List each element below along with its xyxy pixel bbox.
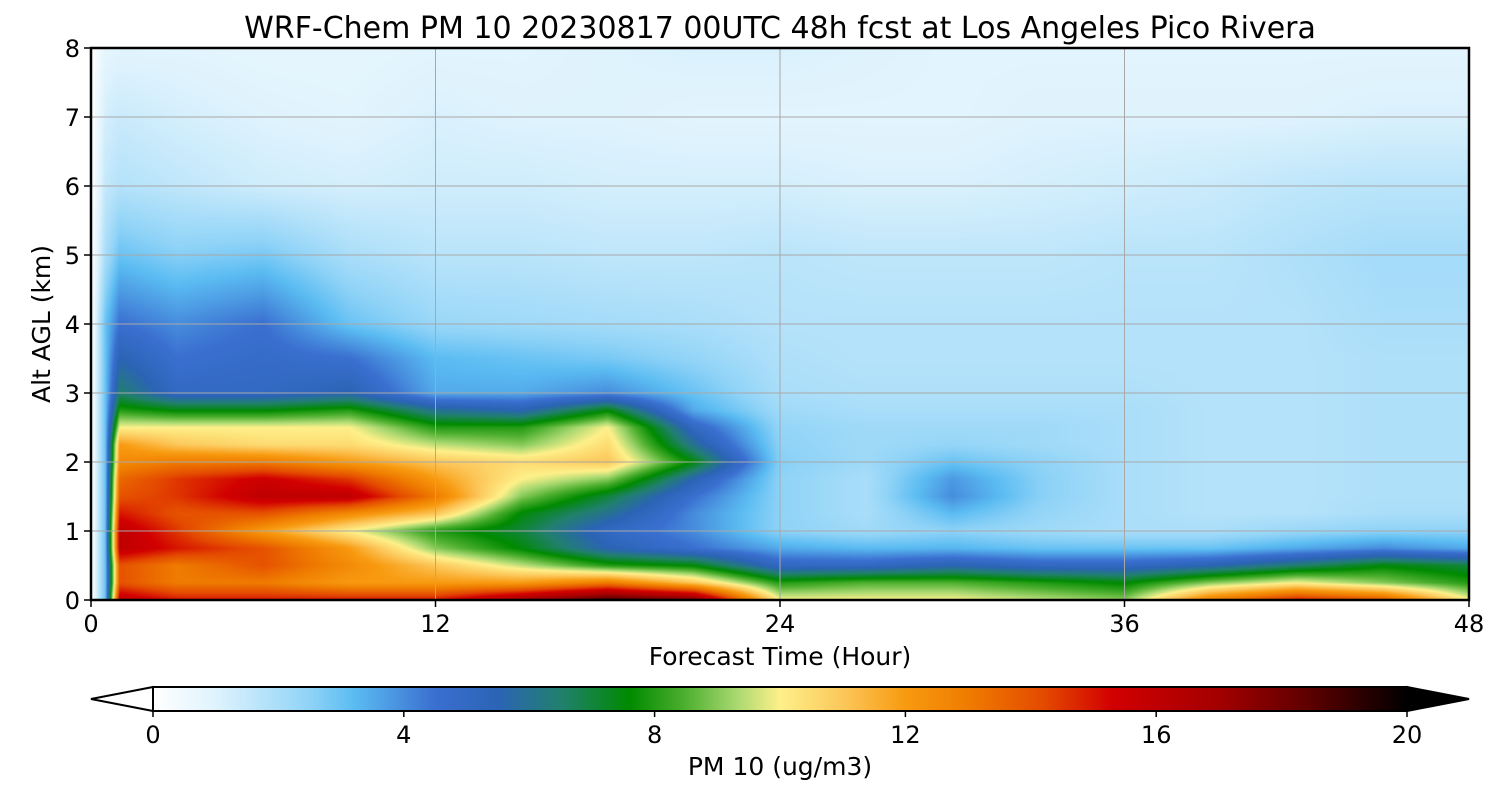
colorbar-scale: [152, 686, 1408, 712]
y-tick-label: 1: [65, 518, 80, 546]
colorbar-label: PM 10 (ug/m3): [688, 752, 872, 781]
y-tick-label: 2: [65, 449, 80, 477]
x-axis-label: Forecast Time (Hour): [649, 642, 912, 671]
x-tick-label: 48: [1454, 610, 1485, 638]
y-tick-label: 0: [65, 587, 80, 615]
x-tick-label: 24: [765, 610, 796, 638]
colorbar-tick-label: 20: [1392, 721, 1423, 749]
y-tick-label: 3: [65, 380, 80, 408]
y-tick-label: 5: [65, 242, 80, 270]
y-tick-label: 7: [65, 104, 80, 132]
y-tick-label: 4: [65, 311, 80, 339]
x-axis-ticks: 0 12 24 36 48: [83, 600, 1484, 638]
y-tick-label: 8: [65, 35, 80, 63]
x-tick-label: 36: [1109, 610, 1140, 638]
y-axis-label: Alt AGL (km): [27, 245, 56, 403]
chart-title: WRF-Chem PM 10 20230817 00UTC 48h fcst a…: [244, 11, 1316, 46]
colorbar-tick-label: 4: [396, 721, 411, 749]
x-tick-label: 12: [420, 610, 451, 638]
colorbar-ticks: 0 4 8 12 16 20: [145, 711, 1422, 749]
colorbar-tick-label: 8: [647, 721, 662, 749]
colorbar-tick-label: 12: [890, 721, 921, 749]
colorbar-tick-label: 0: [145, 721, 160, 749]
colorbar-tick-label: 16: [1141, 721, 1172, 749]
y-tick-label: 6: [65, 173, 80, 201]
colorbar-over-triangle: [1406, 685, 1470, 713]
colorbar-under-triangle: [90, 685, 154, 713]
colorbar: 0 4 8 12 16 20: [90, 685, 1470, 749]
y-axis-ticks: 0 1 2 3 4 5 6 7 8: [65, 35, 91, 615]
x-tick-label: 0: [83, 610, 98, 638]
